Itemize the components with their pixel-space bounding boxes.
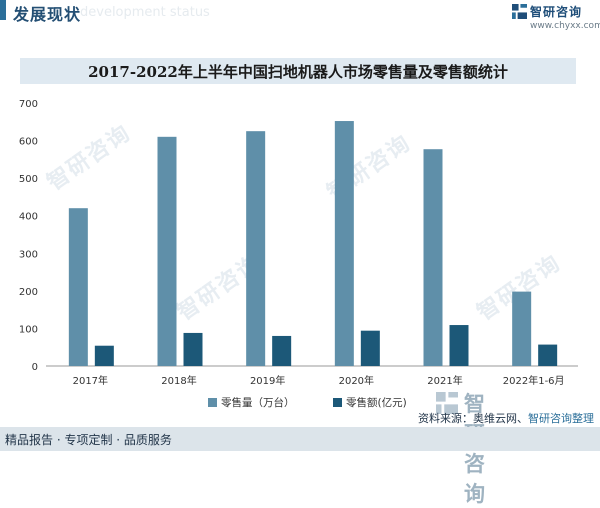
y-tick-label: 0 <box>32 362 38 373</box>
bar-retail-volume <box>423 149 443 366</box>
legend-swatch <box>208 398 217 407</box>
legend-swatch <box>333 398 342 407</box>
x-tick-label: 2021年 <box>427 374 462 387</box>
data-source: 资料来源：奥维云网、智研咨询整理 <box>418 410 594 426</box>
bar-retail-volume <box>68 208 88 366</box>
x-tick-label: 2022年1-6月 <box>503 374 565 387</box>
brand-logo: 智研咨询 www.chyxx.com <box>512 4 600 34</box>
bar-chart: 0 100 200 300 400 500 600 700 2017年 2018年 2019年 202… <box>19 99 578 409</box>
chart-title: 2017-2022年上半年中国扫地机器人市场零售量及零售额统计 <box>88 63 508 81</box>
x-tick-label: 2020年 <box>339 374 374 387</box>
legend-label: 零售额(亿元) <box>346 396 407 409</box>
x-tick-label: 2017年 <box>73 374 108 387</box>
section-title: 发展现状 <box>13 5 82 24</box>
bar-retail-sales <box>272 335 292 366</box>
legend-label: 零售量（万台） <box>221 396 295 409</box>
watermark-logo-icon <box>436 392 458 414</box>
bar-retail-sales <box>360 330 380 366</box>
x-tick-label: 2019年 <box>250 374 285 387</box>
bar-retail-volume <box>246 131 266 366</box>
bar-retail-volume <box>334 121 354 366</box>
header-accent-bar <box>0 0 6 20</box>
bar-retail-sales <box>94 345 114 366</box>
section-header: 发展现状 development status 智研咨询 www.chyxx.c… <box>0 0 600 31</box>
logo-url: www.chyxx.com <box>530 21 600 31</box>
bar-retail-sales <box>449 325 469 366</box>
footer: 精品报告 · 专项定制 · 品质服务 资料来源：奥维云网、智研咨询整理 <box>0 412 600 451</box>
y-tick-label: 600 <box>19 137 38 148</box>
logo-mark-icon <box>512 4 527 19</box>
chart-title-band: 2017-2022年上半年中国扫地机器人市场零售量及零售额统计 <box>20 58 576 84</box>
y-tick-label: 100 <box>19 324 38 335</box>
y-tick-label: 400 <box>19 212 38 223</box>
bar-retail-volume <box>512 291 532 366</box>
footer-tags: 精品报告 · 专项定制 · 品质服务 <box>5 433 172 447</box>
section-ghost-text: development status <box>80 5 210 20</box>
y-tick-label: 200 <box>19 287 38 298</box>
y-tick-label: 500 <box>19 174 38 185</box>
source-brand: 智研咨询整理 <box>528 412 594 425</box>
x-tick-label: 2018年 <box>161 374 196 387</box>
source-label: 资料来源：奥维云网、 <box>418 412 528 425</box>
y-tick-label: 700 <box>19 99 38 110</box>
bar-retail-volume <box>157 136 177 366</box>
bar-retail-sales <box>538 344 558 366</box>
logo-name: 智研咨询 <box>530 5 583 19</box>
bar-retail-sales <box>183 332 203 366</box>
y-tick-label: 300 <box>19 249 38 260</box>
